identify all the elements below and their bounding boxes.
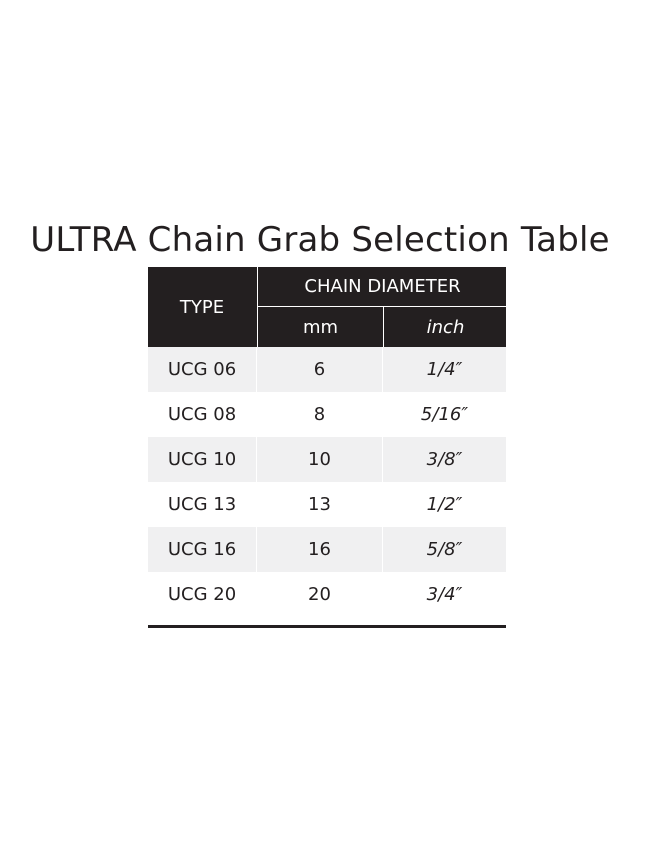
table-row: UCG 08 8 5/16″ — [148, 392, 506, 437]
header-mm: mm — [257, 307, 383, 347]
cell-mm: 10 — [257, 437, 382, 482]
table-row: UCG 13 13 1/2″ — [148, 482, 506, 527]
table-row: UCG 16 16 5/8″ — [148, 527, 506, 572]
cell-mm: 6 — [257, 347, 382, 392]
cell-inch: 1/4″ — [383, 347, 506, 392]
table-row: UCG 06 6 1/4″ — [148, 347, 506, 392]
table-body: UCG 06 6 1/4″ UCG 08 8 5/16″ UCG 10 10 3/8″ UCG 1… — [148, 347, 506, 617]
cell-inch: 5/8″ — [383, 527, 506, 572]
page-title: ULTRA Chain Grab Selection Table — [30, 220, 610, 260]
cell-inch: 5/16″ — [420, 404, 469, 425]
table-header: TYPE CHAIN DIAMETER mm inch — [148, 267, 507, 347]
cell-type: UCG 06 — [148, 347, 256, 392]
header-inch: inch — [383, 307, 507, 347]
table-row: UCG 20 20 3/4″ — [148, 572, 506, 617]
cell-mm: 16 — [257, 527, 382, 572]
cell-type: UCG 08 — [167, 404, 237, 425]
cell-type: UCG 13 — [167, 494, 237, 515]
cell-mm: 13 — [308, 494, 331, 515]
cell-mm: 20 — [308, 584, 331, 605]
table-bottom-rule — [148, 625, 506, 628]
selection-table: TYPE CHAIN DIAMETER mm inch UCG 06 6 1/4″ U… — [148, 267, 507, 628]
cell-inch: 1/2″ — [426, 494, 463, 515]
header-chain-diameter: CHAIN DIAMETER — [257, 267, 507, 307]
header-type: TYPE — [179, 296, 225, 318]
cell-inch: 3/8″ — [383, 437, 506, 482]
cell-type: UCG 16 — [148, 527, 256, 572]
cell-type: UCG 10 — [148, 437, 256, 482]
cell-type: UCG 20 — [167, 584, 237, 605]
cell-inch: 3/4″ — [426, 584, 463, 605]
table-row: UCG 10 10 3/8″ — [148, 437, 506, 482]
cell-mm: 8 — [313, 404, 326, 425]
